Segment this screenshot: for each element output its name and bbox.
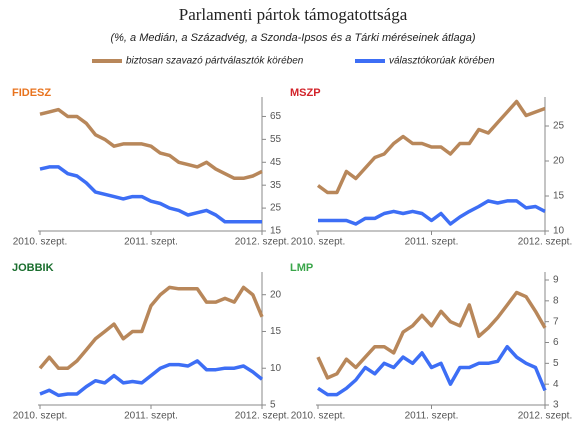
y-tick-label: 35 xyxy=(270,180,282,191)
y-tick-label: 25 xyxy=(553,121,565,132)
y-tick-label: 15 xyxy=(553,191,565,202)
y-tick-label: 15 xyxy=(270,226,282,237)
line xyxy=(316,290,547,380)
y-tick-label: 10 xyxy=(270,363,282,374)
x-tick-label: 2011. szept. xyxy=(124,237,178,248)
y-tick-label: 20 xyxy=(270,289,282,300)
y-tick-label: 3 xyxy=(553,400,559,411)
y-tick-label: 7 xyxy=(553,316,559,327)
y-tick-label: 6 xyxy=(553,337,559,348)
line xyxy=(39,107,263,181)
y-tick-label: 15 xyxy=(270,326,282,337)
logo: FIDESZ xyxy=(12,87,51,99)
x-tick-label: 2010. szept. xyxy=(291,411,345,422)
x-tick-label: 2012. szept. xyxy=(518,411,572,422)
x-tick-label: 2012. szept. xyxy=(518,237,572,248)
x-tick-label: 2011. szept. xyxy=(405,237,459,248)
x-tick-label: 2010. szept. xyxy=(291,237,345,248)
legend-label: választókorúak körében xyxy=(389,56,495,67)
y-tick-label: 25 xyxy=(270,203,282,214)
logo: JOBBIK xyxy=(12,262,54,274)
y-tick-label: 20 xyxy=(553,156,565,167)
subtitle: (%, a Medián, a Századvég, a Szonda-Ipso… xyxy=(110,32,475,44)
line xyxy=(39,359,264,398)
x-tick-label: 2011. szept. xyxy=(405,411,459,422)
y-tick-label: 5 xyxy=(553,358,559,369)
logo: LMP xyxy=(290,262,313,274)
x-tick-label: 2011. szept. xyxy=(124,411,178,422)
title: Parlamenti pártok támogatottsága xyxy=(179,5,408,24)
legend-label: biztosan szavazó pártválasztók körében xyxy=(126,56,304,67)
x-tick-label: 2010. szept. xyxy=(13,411,67,422)
logo: MSZP xyxy=(290,87,321,99)
x-tick-label: 2012. szept. xyxy=(235,411,289,422)
line xyxy=(316,99,546,195)
y-tick-label: 10 xyxy=(553,226,565,237)
y-tick-label: 65 xyxy=(270,111,282,122)
y-tick-label: 55 xyxy=(270,134,282,145)
y-tick-label: 8 xyxy=(553,295,559,306)
y-tick-label: 5 xyxy=(270,400,276,411)
line xyxy=(317,344,547,397)
line xyxy=(39,165,262,224)
x-tick-label: 2010. szept. xyxy=(13,237,67,248)
x-tick-label: 2012. szept. xyxy=(235,237,289,248)
y-tick-label: 9 xyxy=(553,275,559,286)
y-tick-label: 4 xyxy=(553,379,559,390)
y-tick-label: 45 xyxy=(270,157,282,168)
line xyxy=(318,199,546,226)
line xyxy=(38,285,264,370)
